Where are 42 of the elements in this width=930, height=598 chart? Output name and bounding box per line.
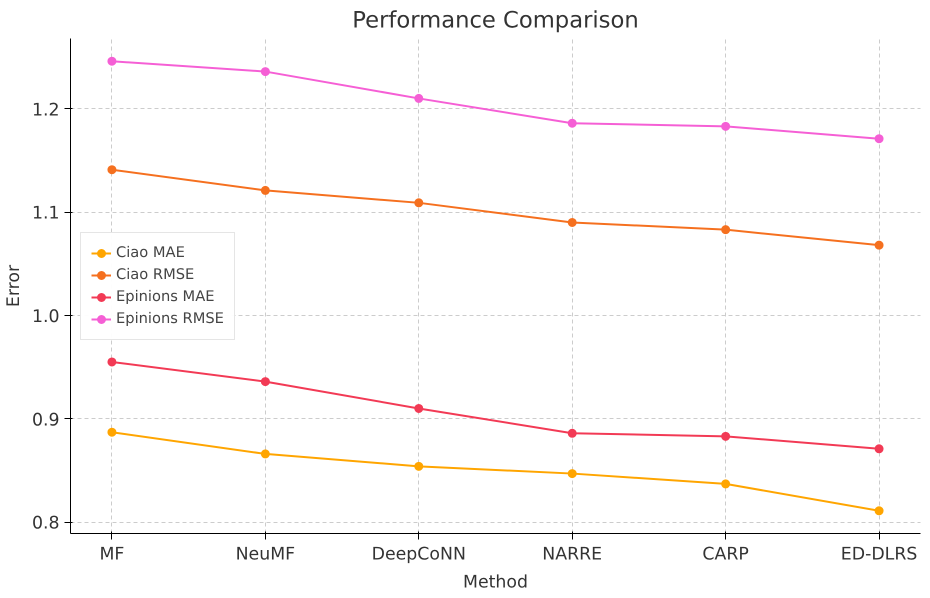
legend-label: Ciao MAE (116, 244, 185, 261)
point (107, 165, 116, 174)
point (568, 428, 577, 438)
point (874, 134, 884, 144)
point (874, 240, 884, 250)
x-tick-label: MF (99, 544, 124, 564)
point (107, 56, 116, 66)
x-tick-label: DeepCoNN (372, 544, 466, 564)
y-tick-label: 0.8 (32, 514, 60, 534)
x-axis-title: Method (463, 572, 528, 592)
point (260, 449, 270, 458)
point (721, 122, 730, 131)
y-tick-label: 1.0 (32, 306, 60, 327)
point (874, 506, 884, 516)
legend-label: Epinions MAE (116, 288, 214, 305)
chart-title: Performance Comparison (352, 8, 639, 34)
legend-label: Ciao RMSE (116, 266, 194, 283)
point (874, 444, 884, 454)
point (721, 479, 730, 488)
point (414, 404, 424, 413)
point (260, 67, 270, 76)
y-tick-label: 1.2 (32, 100, 60, 120)
point (721, 225, 730, 234)
x-tick-label: NeuMF (236, 544, 296, 564)
point (414, 198, 424, 208)
point (568, 469, 577, 478)
point (721, 432, 730, 441)
point (414, 462, 424, 471)
legend-label: Epinions RMSE (116, 310, 224, 327)
y-tick-label: 0.9 (32, 410, 60, 430)
y-tick-label: 1.1 (32, 204, 60, 224)
point (260, 377, 270, 386)
point (568, 118, 577, 128)
point (414, 94, 424, 103)
y-axis-title: Error (4, 264, 24, 308)
x-tick-label: NARRE (542, 544, 602, 564)
x-tick-label: CARP (702, 544, 749, 564)
point (107, 428, 116, 437)
point (107, 357, 116, 366)
x-tick-label: ED-DLRS (840, 544, 918, 564)
point (568, 218, 577, 227)
point (260, 186, 270, 195)
